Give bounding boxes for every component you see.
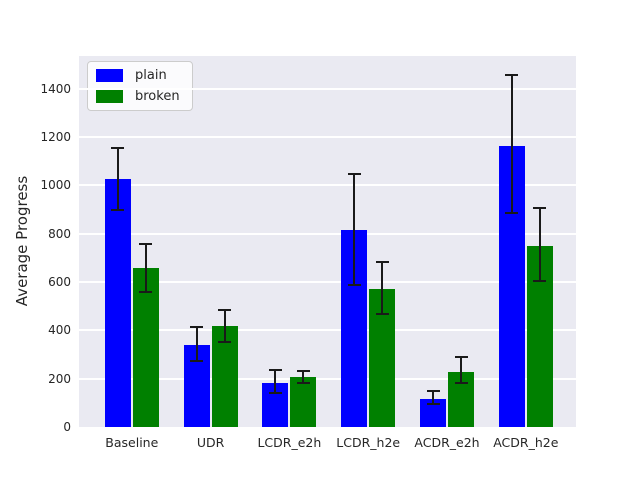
y-tick-600: 600: [48, 274, 71, 289]
errorbar-plain-LCDR_e2h: [274, 370, 277, 393]
x-tick-ACDR_e2h: ACDR_e2h: [414, 435, 480, 450]
errorbar-cap-bottom: [296, 381, 310, 384]
y-tick-0: 0: [63, 420, 71, 434]
errorbar-cap-bottom: [190, 359, 204, 362]
errorbar-cap-top: [139, 243, 153, 246]
errorbar-cap-bottom: [218, 340, 232, 343]
errorbar-cap-bottom: [375, 312, 389, 315]
y-tick-200: 200: [48, 371, 71, 386]
legend-swatch-broken: [96, 89, 123, 103]
gridline-1000: [79, 184, 576, 187]
errorbar-cap-top: [111, 147, 125, 150]
x-tick-labels: Baseline UDR LCDR_e2h LCDR_h2e ACDR_e2h ACDR_…: [79, 435, 576, 455]
errorbar-plain-Baseline: [116, 148, 119, 210]
y-tick-1000: 1000: [40, 178, 71, 193]
errorbar-cap-top: [533, 207, 547, 210]
plot-area: plain broken: [79, 56, 576, 427]
errorbar-cap-top: [505, 74, 519, 77]
errorbar-cap-bottom: [139, 291, 153, 294]
errorbar-broken-LCDR_e2h: [302, 371, 305, 383]
errorbar-broken-ACDR_h2e: [538, 208, 541, 281]
errorbar-cap-top: [375, 261, 389, 264]
x-tick-LCDR_e2h: LCDR_e2h: [257, 435, 322, 450]
y-tick-1200: 1200: [40, 129, 71, 144]
x-tick-ACDR_h2e: ACDR_h2e: [493, 435, 559, 450]
errorbar-cap-bottom: [347, 283, 361, 286]
bar-plain-Baseline: [104, 179, 131, 427]
errorbar-cap-top: [454, 356, 468, 359]
errorbar-cap-bottom: [268, 391, 282, 394]
errorbar-cap-bottom: [111, 208, 125, 211]
errorbar-broken-ACDR_e2h: [460, 357, 462, 384]
x-tick-LCDR_h2e: LCDR_h2e: [336, 435, 401, 450]
legend-swatch-plain: [96, 69, 123, 83]
y-tick-400: 400: [48, 323, 71, 338]
errorbar-cap-top: [218, 308, 232, 311]
bar-broken-UDR: [211, 326, 238, 427]
errorbar-plain-ACDR_e2h: [432, 390, 434, 404]
x-tick-UDR: UDR: [196, 435, 225, 450]
gridline-800: [79, 232, 576, 235]
errorbar-cap-top: [190, 326, 204, 329]
bar-broken-Baseline: [132, 268, 159, 427]
legend-label-plain: plain: [135, 68, 167, 83]
y-tick-labels: 0 200 400 600 800 1000 1200 1400: [0, 56, 79, 434]
legend-item-broken: broken: [96, 89, 180, 105]
gridline-400: [79, 329, 576, 332]
gridline-600: [79, 280, 576, 283]
errorbar-plain-LCDR_h2e: [353, 174, 356, 285]
gridline-1400: [79, 87, 576, 90]
errorbar-cap-top: [347, 173, 361, 176]
y-tick-800: 800: [48, 226, 71, 241]
errorbar-cap-top: [426, 389, 440, 392]
errorbar-cap-top: [296, 370, 310, 373]
errorbar-plain-ACDR_h2e: [510, 75, 513, 214]
legend-item-plain: plain: [96, 68, 180, 84]
legend-label-broken: broken: [135, 88, 180, 104]
gridline-200: [79, 377, 576, 380]
errorbar-cap-top: [268, 369, 282, 372]
errorbar-cap-bottom: [505, 212, 519, 215]
y-tick-1400: 1400: [40, 81, 71, 96]
gridline-1200: [79, 135, 576, 138]
errorbar-plain-UDR: [195, 327, 198, 361]
errorbar-broken-Baseline: [144, 244, 147, 293]
bar-broken-LCDR_e2h: [290, 376, 317, 427]
errorbar-broken-LCDR_h2e: [381, 262, 384, 314]
errorbar-cap-bottom: [454, 382, 468, 385]
x-tick-Baseline: Baseline: [105, 435, 159, 450]
errorbar-broken-UDR: [223, 309, 226, 342]
errorbar-cap-bottom: [426, 402, 440, 405]
errorbar-cap-bottom: [533, 280, 547, 283]
legend: plain broken: [87, 61, 193, 112]
